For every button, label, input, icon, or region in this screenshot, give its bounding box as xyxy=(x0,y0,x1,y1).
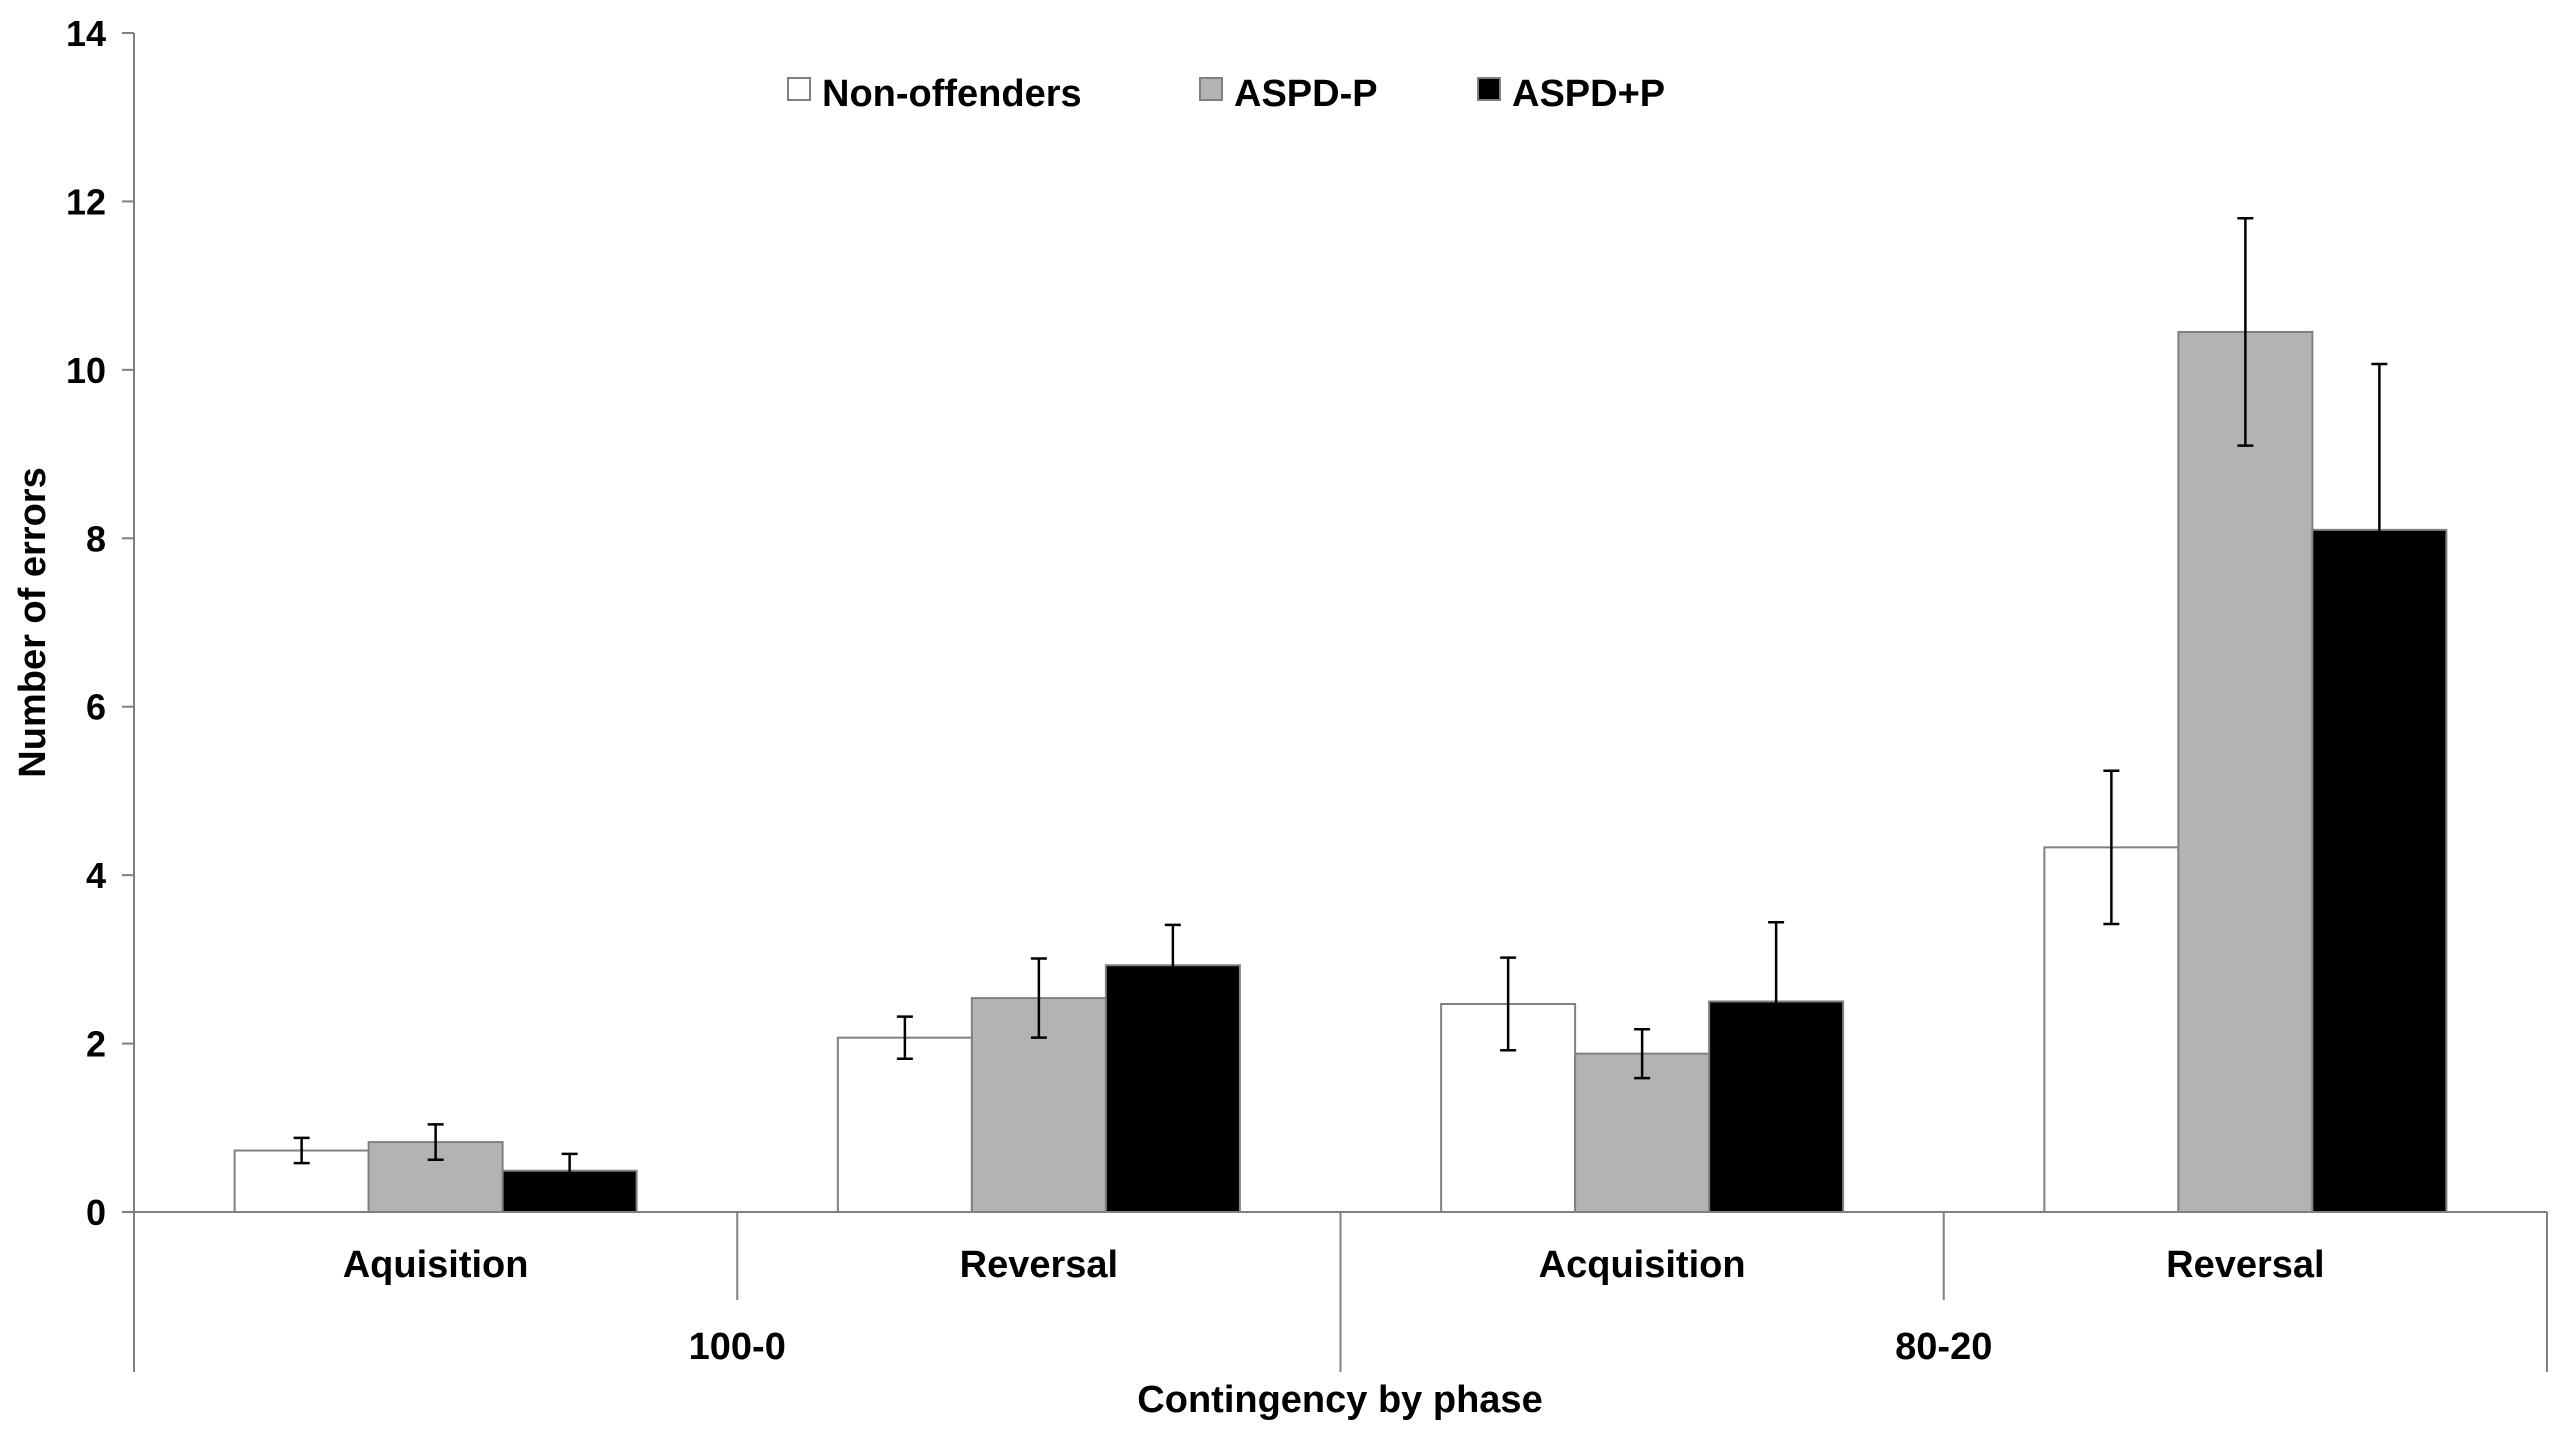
bar-aspd-p-2 xyxy=(1574,1052,1711,1213)
bars xyxy=(233,330,2448,1214)
legend-label: ASPD+P xyxy=(1512,73,1665,115)
bar-non-offenders-1 xyxy=(836,1036,973,1213)
y-tick-label: 10 xyxy=(66,350,106,391)
y-tick-label: 4 xyxy=(86,855,106,896)
x-category-label: Reversal xyxy=(2166,1244,2324,1286)
error-bars xyxy=(293,217,2388,1189)
legend-swatch xyxy=(1199,77,1223,101)
x-group-label: 100-0 xyxy=(689,1326,786,1368)
y-tick-label: 2 xyxy=(86,1024,106,1065)
x-category-label: Reversal xyxy=(960,1244,1118,1286)
x-group-label: 80-20 xyxy=(1895,1326,1992,1368)
legend-label: Non-offenders xyxy=(822,73,1082,115)
y-axis-title: Number of errors xyxy=(12,467,54,777)
x-axis-title: Contingency by phase xyxy=(1137,1379,1542,1421)
legend-label: ASPD-P xyxy=(1234,73,1378,115)
legend: Non-offenders ASPD-P ASPD+P xyxy=(787,73,1665,115)
x-category-label: Aquisition xyxy=(343,1244,529,1286)
axis-labels: 0 2 4 6 8 10 12 14 Aquisition Reversal Acquisition… xyxy=(66,13,2325,1368)
bar-aspd-p-3 xyxy=(2177,330,2314,1214)
legend-swatch xyxy=(787,77,811,101)
y-tick-label: 8 xyxy=(86,518,106,559)
y-tick-label: 6 xyxy=(86,687,106,728)
y-tick-label: 12 xyxy=(66,181,106,222)
y-tick-label: 0 xyxy=(86,1192,106,1233)
y-tick-label: 14 xyxy=(66,13,106,54)
x-category-label: Acquisition xyxy=(1539,1244,1746,1286)
legend-swatch xyxy=(1477,77,1501,101)
